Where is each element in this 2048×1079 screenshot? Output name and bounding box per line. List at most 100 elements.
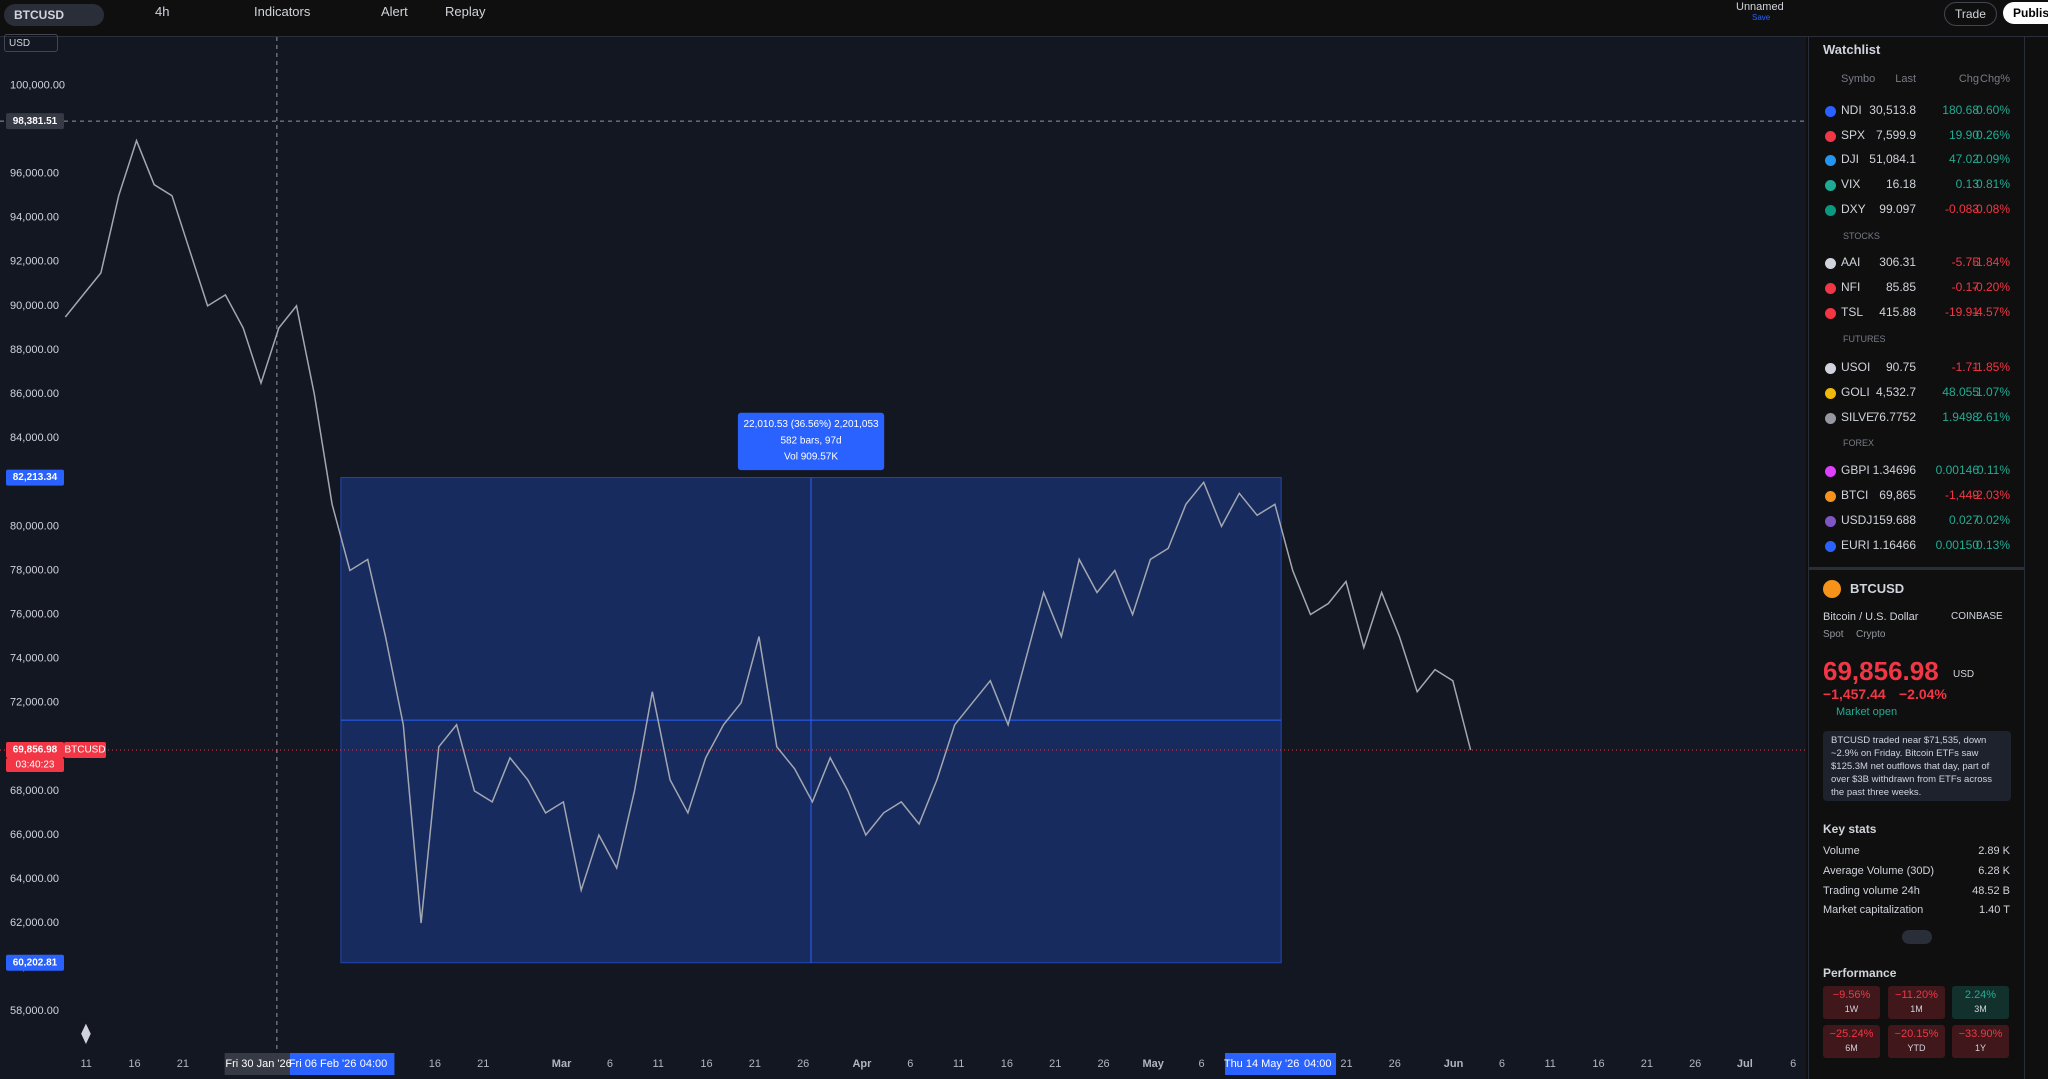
performance-period: 6M <box>1845 1043 1858 1053</box>
chart-background <box>0 37 1806 1051</box>
symbol: SILVE <box>1841 410 1875 424</box>
performance-cell <box>1823 1025 1880 1058</box>
performance-cell <box>1888 1025 1945 1058</box>
time-label: 6 <box>1499 1058 1505 1070</box>
time-label: 26 <box>1689 1058 1701 1070</box>
detail-price: 69,856.98 <box>1823 656 1939 686</box>
key-stats-title: Key stats <box>1823 822 1877 836</box>
symbol-icon <box>1825 466 1836 477</box>
column-header: Symbo <box>1841 73 1876 85</box>
symbol: VIX <box>1841 177 1861 191</box>
last: 16.18 <box>1885 177 1916 191</box>
y-tick-label: 90,000.00 <box>10 300 59 312</box>
symbol: NDI <box>1841 103 1862 117</box>
change: -5.75 <box>1951 255 1979 269</box>
measure-label: 582 bars, 97d <box>780 435 841 446</box>
chart: 58,000.0060,000.0062,000.0064,000.0066,0… <box>0 37 1806 1079</box>
indicators-button[interactable]: Indicators <box>254 4 311 19</box>
symbol-icon <box>1825 258 1836 269</box>
symbol-tag: BTCUSD <box>64 745 105 756</box>
time-label: 11 <box>1545 1058 1556 1070</box>
symbol: GBPI <box>1841 463 1870 477</box>
time-label: 11 <box>80 1058 91 1070</box>
symbol-search[interactable]: BTCUSD <box>4 4 104 26</box>
last: 90.75 <box>1885 360 1916 374</box>
time-label: 16 <box>128 1058 140 1070</box>
change: -19.91 <box>1944 305 1979 319</box>
change: -0.083 <box>1944 202 1979 216</box>
layout-name[interactable]: Unnamed <box>1736 1 1784 13</box>
last: 99.097 <box>1879 202 1916 216</box>
time-label: 21 <box>477 1058 489 1070</box>
last: 306.31 <box>1879 255 1916 269</box>
time-label: Apr <box>852 1058 872 1070</box>
symbol-icon <box>1825 413 1836 424</box>
change: 1.9498 <box>1942 410 1979 424</box>
symbol-icon <box>1825 283 1836 294</box>
performance-cell <box>1823 986 1880 1019</box>
performance-cell <box>1952 986 2009 1019</box>
performance-value: 2.24% <box>1964 989 1997 1001</box>
symbol: DJI <box>1841 152 1859 166</box>
y-tick-label: 72,000.00 <box>10 697 59 709</box>
change-pct: 0.81% <box>1975 177 2010 191</box>
tv-logo: ⧫ <box>81 1023 92 1044</box>
symbol-icon <box>1825 491 1836 502</box>
last: 4,532.7 <box>1875 385 1916 399</box>
time-highlight <box>1225 1053 1337 1075</box>
symbol-tag-box <box>64 741 106 758</box>
time-label: Mar <box>552 1058 572 1070</box>
stat-value: 2.89 K <box>1978 845 2010 857</box>
last: 51,084.1 <box>1869 152 1916 166</box>
y-tick-label: 88,000.00 <box>10 344 59 356</box>
last: 159.688 <box>1872 513 1916 527</box>
change-pct: -0.20% <box>1971 280 2010 294</box>
stat-value: 6.28 K <box>1978 865 2010 877</box>
symbol: BTCI <box>1841 488 1869 502</box>
y-tick-label: 58,000.00 <box>10 1005 59 1017</box>
symbol-icon <box>1825 541 1836 552</box>
change: 0.13 <box>1955 177 1979 191</box>
change: -0.17 <box>1951 280 1979 294</box>
detail-class: Crypto <box>1856 629 1886 640</box>
time-label: 26 <box>797 1058 809 1070</box>
symbol: GOLI <box>1841 385 1870 399</box>
performance-value: −25.24% <box>1829 1028 1874 1040</box>
time-label: 26 <box>1389 1058 1401 1070</box>
symbol: TSL <box>1841 305 1864 319</box>
detail-currency: USD <box>1953 669 1975 680</box>
expand-button[interactable] <box>1902 930 1932 944</box>
symbol-logo <box>1823 580 1841 598</box>
replay-button[interactable]: Replay <box>445 4 486 19</box>
change-pct: -0.08% <box>1971 202 2010 216</box>
currency-select[interactable]: USD <box>4 34 58 52</box>
change: 180.68 <box>1942 103 1979 117</box>
trade-button[interactable]: Trade <box>1944 2 1997 26</box>
symbol: DXY <box>1841 202 1866 216</box>
y-tick-label: 86,000.00 <box>10 388 59 400</box>
news-text[interactable]: BTCUSD traded near $71,535, down ~2.9% o… <box>1831 735 1993 798</box>
watchlist-title[interactable]: Watchlist <box>1823 42 1881 57</box>
time-label: Jun <box>1444 1058 1464 1070</box>
y-tick-label: 74,000.00 <box>10 653 59 665</box>
performance-period: 1M <box>1910 1004 1923 1014</box>
icon-strip <box>2024 37 2048 1079</box>
change: 0.00146 <box>1935 463 1979 477</box>
crosshair-price: 98,381.51 <box>13 116 58 127</box>
publish-button[interactable]: Publish <box>2003 2 2048 24</box>
time-label: Fri 30 Jan '26 <box>225 1058 291 1070</box>
detail-name: Bitcoin / U.S. Dollar <box>1823 611 1919 623</box>
alert-button[interactable]: Alert <box>381 4 408 19</box>
save-status[interactable]: Save <box>1752 13 1771 22</box>
stat-label: Market capitalization <box>1823 904 1924 916</box>
time-label: 6 <box>1790 1058 1796 1070</box>
last: 85.85 <box>1885 280 1916 294</box>
time-label: Jul <box>1737 1058 1753 1070</box>
interval[interactable]: 4h <box>155 4 170 19</box>
symbol: SPX <box>1841 128 1866 142</box>
symbol-icon <box>1825 106 1836 117</box>
performance-value: −11.20% <box>1895 989 1938 1001</box>
y-tick-label: 94,000.00 <box>10 212 59 224</box>
change-pct: 0.02% <box>1975 513 2010 527</box>
